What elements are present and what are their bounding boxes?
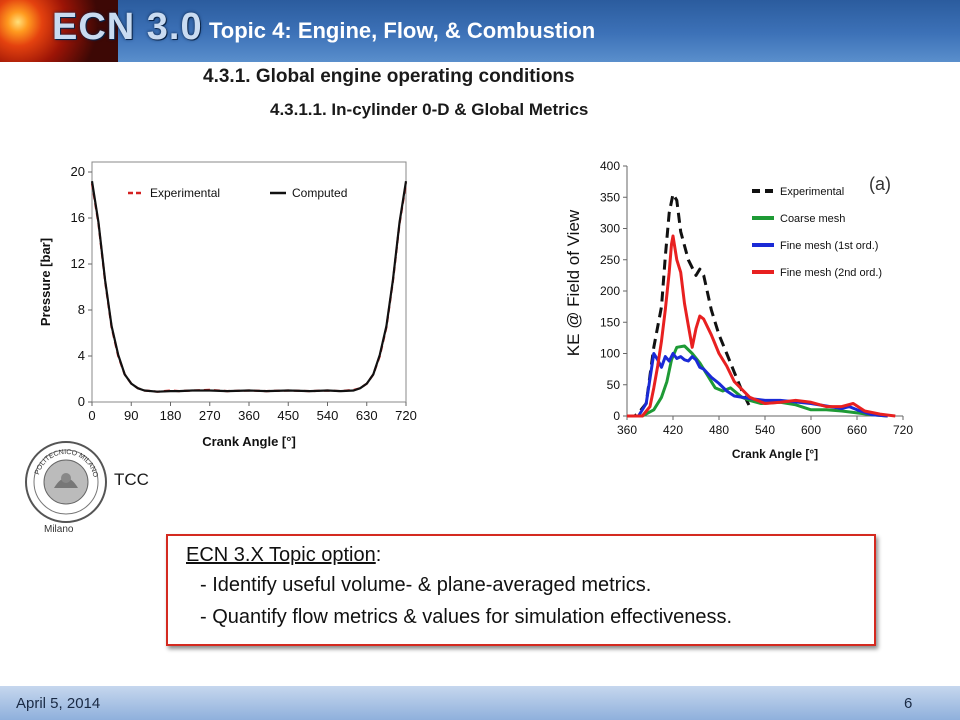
footer-bar: April 5, 2014 6	[0, 686, 960, 720]
y-ticks: 0 4 8 12 16 20	[71, 164, 92, 409]
y-tick-label: 200	[600, 284, 620, 298]
y-tick-label: 0	[78, 394, 85, 409]
legend-label: Experimental	[780, 186, 844, 198]
section-heading: 4.3.1. Global engine operating condition…	[203, 66, 575, 87]
tcc-label: TCC	[114, 470, 149, 489]
x-tick-label: 720	[395, 408, 417, 423]
y-tick-label: 150	[600, 315, 620, 329]
seal-caption: Milano	[44, 524, 74, 535]
y-tick-label: 16	[71, 210, 85, 225]
x-tick-label: 0	[88, 408, 95, 423]
flame-image	[0, 0, 118, 62]
legend-label: Coarse mesh	[780, 213, 845, 225]
x-tick-label: 720	[893, 423, 913, 437]
option-line-1: - Identify useful volume- & plane-averag…	[200, 574, 652, 596]
politecnico-seal: POLITECNICO MILANO	[25, 441, 107, 523]
y-axis-label: Pressure [bar]	[38, 238, 53, 326]
topic-option-box: ECN 3.X Topic option: - Identify useful …	[166, 534, 876, 646]
series-lines	[90, 181, 408, 393]
legend-label: Fine mesh (1st ord.)	[780, 240, 878, 252]
x-tick-label: 540	[755, 423, 775, 437]
legend-label: Experimental	[150, 186, 220, 200]
x-tick-label: 630	[356, 408, 378, 423]
y-tick-label: 350	[600, 190, 620, 204]
legend-label: Computed	[292, 186, 347, 200]
x-tick-label: 450	[277, 408, 299, 423]
section-subheading: 4.3.1.1. In-cylinder 0-D & Global Metric…	[270, 100, 589, 119]
option-heading-colon: :	[375, 544, 382, 566]
series-line-fine-mesh-2nd-ord	[627, 234, 896, 418]
y-tick-label: 4	[78, 348, 85, 363]
pressure-chart: 0 4 8 12 16 20 0 90 180 270 360 450 540 630 720 Exper…	[38, 161, 417, 449]
x-tick-label: 270	[199, 408, 221, 423]
plot-frame	[91, 161, 407, 403]
x-tick-label: 90	[124, 408, 138, 423]
header-banner: ECN 3.0 Topic 4: Engine, Flow, & Combust…	[0, 0, 960, 62]
legend-label: Fine mesh (2nd ord.)	[780, 267, 882, 279]
y-tick-label: 20	[71, 164, 85, 179]
option-heading: ECN 3.X Topic option:	[186, 544, 381, 567]
x-ticks: 0 90 180 270 360 450 540 630 720	[88, 402, 417, 423]
x-tick-label: 480	[709, 423, 729, 437]
x-tick-label: 180	[160, 408, 182, 423]
series-line-experimental	[90, 183, 408, 393]
x-tick-label: 360	[238, 408, 260, 423]
chart-legend: Experimental Coarse mesh Fine mesh (1st or…	[752, 186, 882, 279]
plot-frame	[627, 166, 903, 416]
x-tick-label: 600	[801, 423, 821, 437]
y-tick-label: 0	[613, 409, 620, 423]
option-line-2: - Quantify flow metrics & values for sim…	[200, 606, 733, 628]
page-number: 6	[904, 695, 913, 712]
x-tick-label: 420	[663, 423, 683, 437]
series-lines	[627, 192, 896, 418]
x-tick-label: 360	[617, 423, 637, 437]
ecn-logo: ECN 3.0	[52, 6, 203, 48]
footer-date: April 5, 2014	[16, 695, 101, 712]
y-tick-label: 12	[71, 256, 85, 271]
x-axis-label: Crank Angle [°]	[202, 434, 296, 449]
series-line-computed	[90, 181, 408, 393]
y-tick-label: 300	[600, 222, 620, 236]
x-tick-label: 660	[847, 423, 867, 437]
y-tick-label: 400	[600, 159, 620, 173]
topic-title: Topic 4: Engine, Flow, & Combustion	[209, 18, 596, 43]
x-tick-label: 540	[317, 408, 339, 423]
x-axis-label: Crank Angle [°]	[732, 447, 818, 461]
y-tick-label: 100	[600, 347, 620, 361]
series-line-experimental	[627, 192, 752, 418]
y-ticks: 0 50 100 150 200 250 300 350 400	[600, 159, 627, 423]
x-ticks: 360 420 480 540 600 660 720	[617, 416, 913, 437]
y-axis-label: KE @ Field of View	[564, 209, 583, 356]
y-tick-label: 250	[600, 253, 620, 267]
panel-annotation: (a)	[869, 174, 891, 194]
chart-legend: Experimental Computed	[128, 186, 347, 200]
y-tick-label: 50	[607, 378, 621, 392]
y-tick-label: 8	[78, 302, 85, 317]
option-heading-text: ECN 3.X Topic option	[186, 544, 376, 566]
ke-chart: 0 50 100 150 200 250 300 350 400 360 420 480 540 600…	[564, 159, 913, 461]
